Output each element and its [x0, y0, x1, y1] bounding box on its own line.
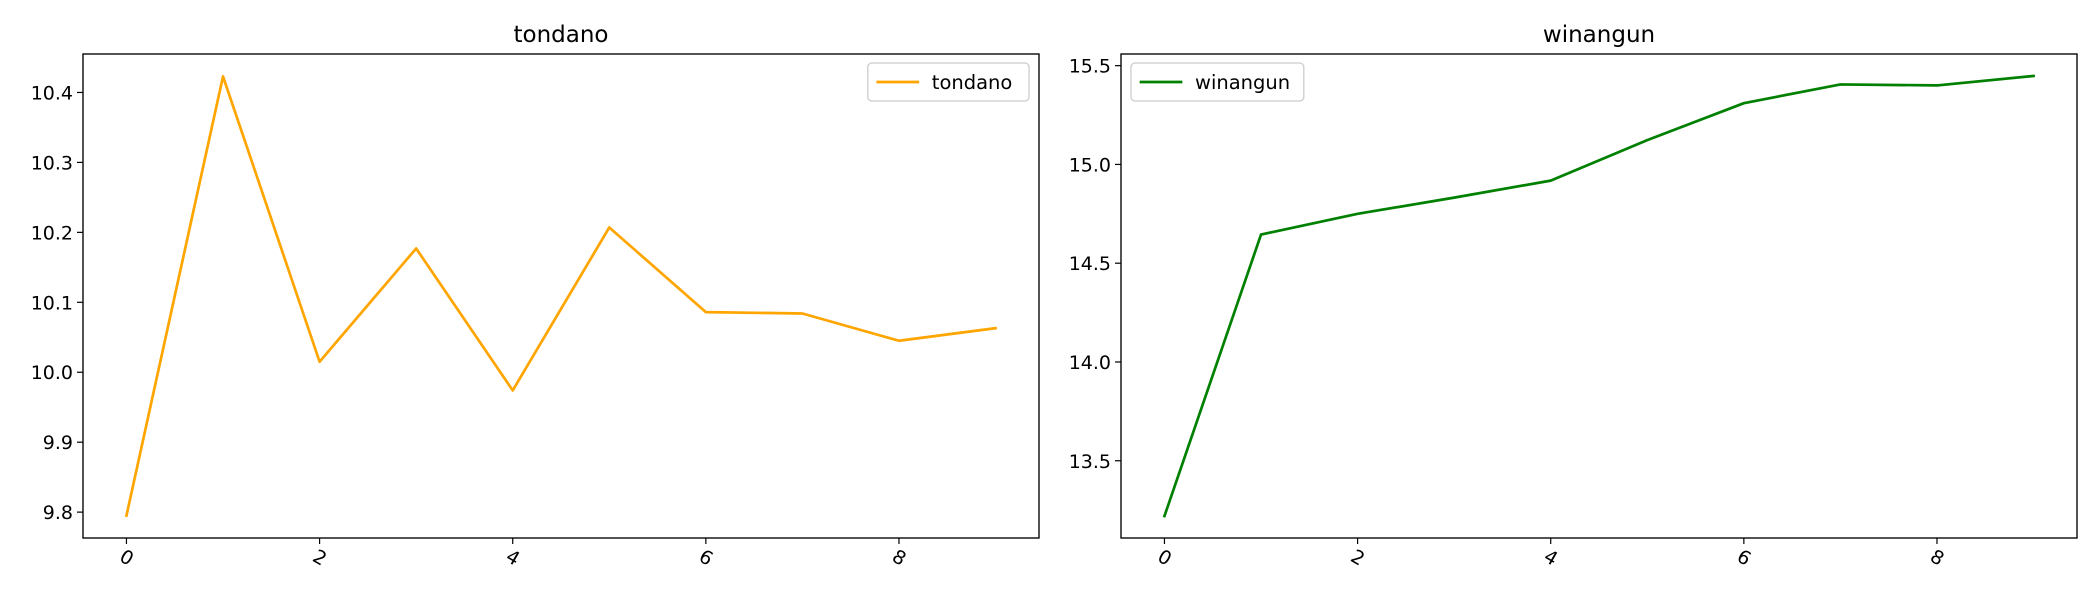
legend-box: [1130, 62, 1305, 102]
legend-label: tondano: [932, 71, 1013, 94]
y-axis: 13.5 14.0 14.5 15.0 15.5: [1069, 56, 1121, 473]
y-tick-label: 13.5: [1069, 451, 1111, 473]
y-tick-label: 9.9: [43, 432, 73, 454]
y-tick-label: 9.8: [43, 502, 73, 524]
axes-frame: [1120, 53, 2078, 539]
y-tick-label: 10.3: [31, 152, 73, 174]
legend: winangun: [1130, 62, 1305, 102]
legend: tondano: [867, 62, 1030, 102]
y-axis: 9.8 9.9 10.0 10.1 10.2 10.3 10.4: [31, 82, 83, 524]
plot-area: [1162, 74, 2036, 518]
y-tick-label: 14.0: [1069, 352, 1111, 374]
panel-title: tondano: [513, 22, 608, 48]
plot-area: [124, 75, 998, 518]
y-tick-label: 10.2: [31, 222, 73, 244]
y-tick-label: 10.4: [31, 82, 73, 104]
y-tick-label: 14.5: [1069, 253, 1111, 275]
legend-label: winangun: [1195, 71, 1290, 94]
y-tick-label: 10.1: [31, 292, 73, 314]
axes-frame: [82, 53, 1040, 539]
panel-title: winangun: [1543, 22, 1655, 48]
series-line-winangun: [1162, 74, 2036, 518]
series-line-tondano: [124, 75, 998, 518]
y-tick-label: 10.0: [31, 362, 73, 384]
y-tick-label: 15.5: [1069, 56, 1111, 78]
y-tick-label: 15.0: [1069, 154, 1111, 176]
legend-box: [867, 62, 1030, 102]
